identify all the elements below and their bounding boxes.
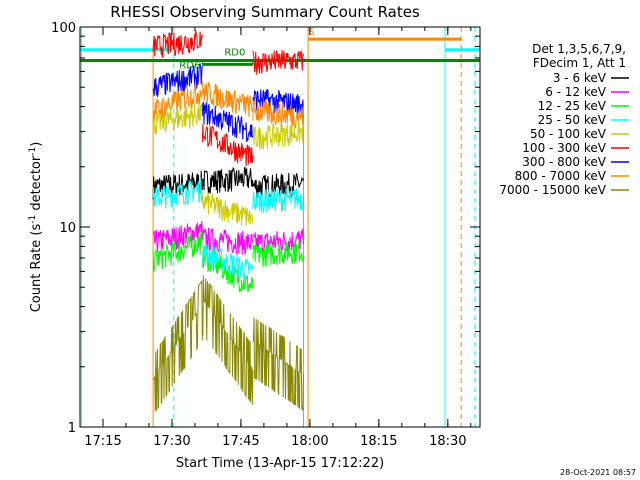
series-segment	[252, 240, 304, 268]
legend-label: 100 - 300 keV	[522, 141, 606, 155]
legend: Det 1,3,5,6,7,9, FDecim 1, Att 1 3 - 6 k…	[499, 42, 629, 197]
series-segment	[201, 243, 254, 280]
series-segment	[252, 89, 304, 118]
series-segment	[252, 317, 304, 412]
x-tick-label: 17:45	[222, 434, 259, 449]
instrument-state-lines	[80, 27, 480, 427]
series-segment	[201, 123, 254, 167]
legend-header-line-2: FDecim 1, Att 1	[533, 56, 626, 70]
series-segment	[152, 102, 203, 135]
y-axis-label-main: Count Rate (s	[29, 224, 44, 313]
legend-label: 800 - 7000 keV	[515, 169, 607, 183]
series-lines	[152, 30, 304, 412]
x-tick-label: 18:30	[429, 434, 466, 449]
series-segment	[152, 82, 203, 120]
legend-label: 300 - 800 keV	[522, 155, 606, 169]
series-7000-15000keV	[152, 275, 304, 412]
y-tick-label: 1	[68, 421, 76, 436]
series-segment	[201, 275, 254, 405]
series-3-6keV	[152, 166, 304, 200]
y-axis-label-mid: detector	[29, 155, 44, 215]
legend-label: 50 - 100 keV	[530, 127, 607, 141]
chart-title: RHESSI Observing Summary Count Rates	[110, 3, 420, 21]
series-segment	[252, 99, 304, 129]
series-segment	[201, 166, 254, 194]
series-segment	[201, 80, 254, 118]
y-ticks: 1 10 100	[51, 21, 480, 436]
series-segment	[152, 279, 203, 412]
series-segment	[252, 120, 304, 150]
series-300-800keV	[152, 62, 304, 143]
annotation-rd0: RD0	[224, 48, 245, 59]
series-50-100keV	[152, 102, 304, 226]
annotation-s: S	[308, 27, 314, 38]
x-tick-label: 18:00	[291, 434, 328, 449]
series-segment	[152, 62, 203, 97]
legend-label: 7000 - 15000 keV	[499, 183, 606, 197]
y-tick-label: 10	[59, 221, 76, 236]
y-axis-label-sup1: -1	[28, 215, 38, 224]
legend-header-line-1: Det 1,3,5,6,7,9,	[532, 42, 626, 56]
x-tick-label: 17:30	[153, 434, 190, 449]
x-tick-label: 18:15	[360, 434, 397, 449]
y-axis-label-end: )	[29, 142, 44, 147]
axes	[79, 26, 481, 428]
footer-timestamp: 28-Oct-2021 08:57	[560, 468, 636, 477]
series-segment	[152, 170, 203, 200]
series-segment	[252, 50, 304, 75]
legend-label: 3 - 6 keV	[553, 71, 607, 85]
series-segment	[252, 172, 304, 199]
x-tick-label: 17:15	[84, 434, 121, 449]
series-segment	[252, 188, 304, 214]
y-axis-label-sup2: -1	[28, 147, 38, 156]
annotations: RD6 RD0 S	[179, 27, 314, 71]
x-axis-label: Start Time (13-Apr-15 17:12:22)	[176, 456, 384, 471]
legend-label: 6 - 12 keV	[545, 85, 607, 99]
x-ticks: 17:15 17:30 17:45 18:00 18:15 18:30	[79, 27, 472, 449]
series-100-300keV	[152, 30, 304, 167]
plot-frame	[79, 26, 481, 428]
series-800-7000keV	[152, 80, 304, 129]
annotation-rd6: RD6	[179, 61, 200, 72]
y-tick-label: 100	[51, 21, 76, 36]
series-segment	[201, 227, 254, 255]
legend-label: 12 - 25 keV	[538, 99, 607, 113]
y-axis-label: Count Rate (s-1 detector-1)	[28, 142, 44, 313]
series-segment	[152, 230, 203, 273]
series-segment	[152, 178, 203, 209]
series-segment	[201, 101, 254, 143]
series-segment	[201, 191, 254, 226]
series-25-50keV	[152, 178, 304, 280]
series-segment	[152, 30, 203, 58]
legend-label: 25 - 50 keV	[538, 113, 607, 127]
